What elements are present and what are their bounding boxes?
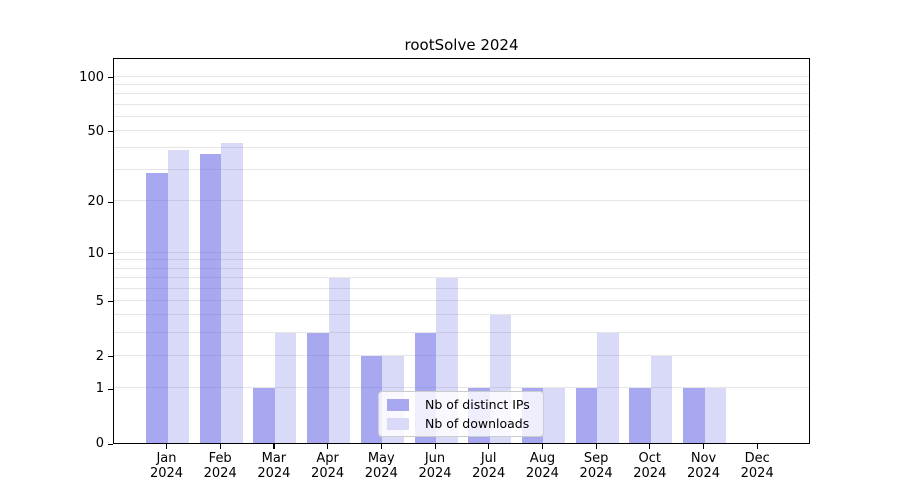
gridline (114, 259, 809, 261)
x-axis-label: Sep 2024 (579, 451, 613, 481)
x-axis-label: Jan 2024 (149, 451, 184, 481)
y-axis-tick (108, 201, 113, 203)
x-axis-tick (273, 444, 275, 449)
x-axis-tick (756, 444, 758, 449)
bar-distinct-ips (253, 388, 275, 443)
bar-downloads (704, 388, 726, 443)
y-axis-tick (108, 443, 113, 445)
y-axis-tick (108, 131, 113, 133)
gridline (114, 267, 809, 269)
legend-swatch-distinct-ips-icon (387, 398, 409, 411)
y-axis-label: 5 (95, 293, 104, 309)
bar-downloads (650, 355, 673, 443)
bar-downloads (597, 332, 619, 443)
legend-item-downloads: Nb of downloads (387, 416, 535, 431)
x-axis-label: Mar 2024 (257, 451, 291, 481)
y-axis-tick (108, 253, 113, 255)
x-axis-tick (649, 444, 651, 449)
legend-item-distinct-ips: Nb of distinct IPs (387, 397, 535, 412)
x-axis-tick (595, 444, 597, 449)
bar-distinct-ips (307, 332, 329, 443)
y-axis-label: 50 (87, 123, 104, 139)
y-axis-label: 10 (87, 245, 104, 261)
y-axis-label: 100 (79, 69, 104, 85)
x-axis-label: Oct 2024 (633, 451, 667, 481)
x-axis-label: Jul 2024 (472, 451, 506, 481)
bar-distinct-ips (146, 172, 168, 443)
x-axis-tick (166, 444, 168, 449)
y-axis-tick (108, 356, 113, 358)
gridline (114, 354, 809, 356)
y-axis-tick (108, 301, 113, 303)
gridline (114, 83, 809, 85)
x-axis-tick (434, 444, 436, 449)
chart-title: rootSolve 2024 (404, 36, 519, 54)
x-axis-label: May 2024 (364, 451, 398, 481)
plot-area (113, 58, 810, 444)
gridline (114, 331, 809, 333)
bar-distinct-ips (629, 388, 651, 443)
x-axis-tick (219, 444, 221, 449)
gridline (114, 147, 809, 149)
legend: Nb of distinct IPs Nb of downloads (378, 391, 544, 437)
bar-downloads (167, 150, 189, 443)
legend-label-downloads: Nb of downloads (425, 416, 530, 431)
x-axis-label: Aug 2024 (525, 451, 559, 481)
gridline (114, 387, 809, 388)
gridline (114, 200, 809, 202)
y-axis-tick (108, 77, 113, 79)
gridline (114, 276, 809, 278)
bar-distinct-ips (575, 388, 598, 443)
gridline (114, 251, 809, 253)
x-axis-tick (703, 444, 705, 449)
y-axis-label: 20 (87, 194, 104, 210)
bar-downloads (328, 277, 351, 443)
gridline (114, 115, 809, 117)
bar-distinct-ips (683, 388, 705, 443)
y-axis-label: 2 (95, 348, 104, 364)
x-axis-tick (327, 444, 329, 449)
x-axis-label: Feb 2024 (203, 451, 237, 481)
x-axis-label: Jun 2024 (418, 451, 452, 481)
y-axis-label: 0 (95, 436, 104, 451)
x-axis-label: Dec 2024 (740, 451, 774, 481)
x-axis-tick (488, 444, 490, 449)
y-axis-tick (108, 388, 113, 390)
x-axis-label: Nov 2024 (686, 451, 721, 481)
bar-downloads (274, 332, 297, 443)
gridline (114, 287, 809, 289)
gridline (114, 314, 809, 316)
x-axis-label: Apr 2024 (311, 451, 345, 481)
gridline (114, 169, 809, 171)
legend-label-distinct-ips: Nb of distinct IPs (425, 397, 530, 412)
gridline (114, 299, 809, 301)
gridline (114, 129, 809, 131)
x-axis-tick (541, 444, 544, 449)
bar-distinct-ips (199, 154, 222, 443)
bar-distinct-ips (360, 355, 383, 443)
gridline (114, 75, 809, 77)
legend-swatch-downloads-icon (387, 417, 409, 430)
bar-downloads (221, 142, 243, 443)
bar-downloads (543, 388, 565, 443)
gridline (114, 93, 809, 95)
gridline (114, 103, 809, 105)
y-axis-label: 1 (95, 381, 104, 396)
x-axis-tick (380, 444, 382, 449)
